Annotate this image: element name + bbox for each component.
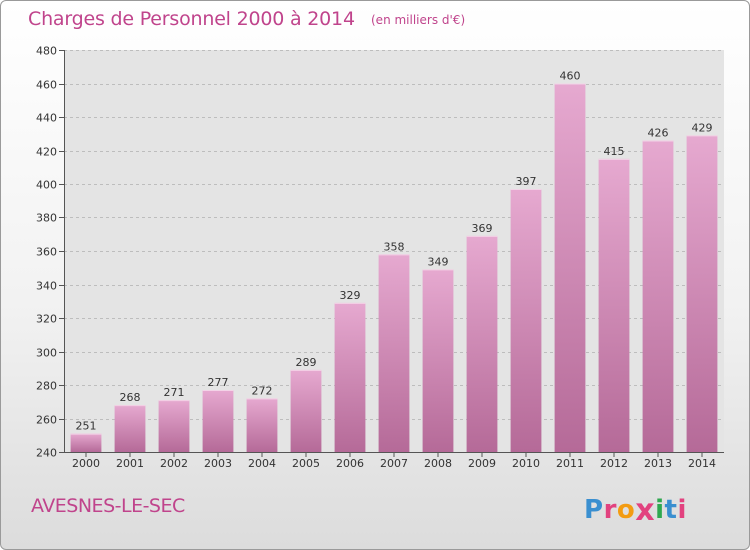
logo-letter: P <box>584 495 604 525</box>
data-label-2007: 358 <box>384 240 405 253</box>
bar-2004 <box>246 398 278 452</box>
y-tick-label: 340 <box>36 280 57 293</box>
data-label-2002: 271 <box>164 386 185 399</box>
y-tick-label: 380 <box>36 212 57 225</box>
x-tick-label-2000: 2000 <box>72 457 100 470</box>
bar-2012 <box>598 158 630 452</box>
bar-2011 <box>554 83 586 452</box>
y-tick-label: 460 <box>36 79 57 92</box>
x-tick-label-2001: 2001 <box>116 457 144 470</box>
bar-2013 <box>642 140 674 452</box>
bar-2009 <box>466 235 498 452</box>
y-tick-label: 240 <box>36 447 57 460</box>
x-tick-label-2014: 2014 <box>688 457 716 470</box>
y-tick-label: 440 <box>36 112 57 125</box>
data-label-2006: 329 <box>340 289 361 302</box>
x-tick-label-2007: 2007 <box>380 457 408 470</box>
bar-2001 <box>114 405 146 452</box>
data-label-2003: 277 <box>208 376 229 389</box>
y-tick-label: 480 <box>36 45 57 58</box>
city-name: AVESNES-LE-SEC <box>31 495 185 517</box>
bar-2010 <box>510 189 542 452</box>
data-label-2013: 426 <box>648 126 669 139</box>
y-tick-label: 360 <box>36 246 57 259</box>
x-tick-label-2009: 2009 <box>468 457 496 470</box>
bar-2002 <box>158 400 190 452</box>
x-tick-label-2008: 2008 <box>424 457 452 470</box>
y-tick-label: 300 <box>36 347 57 360</box>
y-tick-label: 320 <box>36 313 57 326</box>
y-tick-label: 400 <box>36 179 57 192</box>
bar-2005 <box>290 369 322 452</box>
data-label-2012: 415 <box>604 145 625 158</box>
logo-letter: t <box>664 495 678 525</box>
bar-2007 <box>378 254 410 452</box>
y-tick-label: 420 <box>36 146 57 159</box>
x-tick-label-2004: 2004 <box>248 457 276 470</box>
chart-unit-label: (en milliers d'€) <box>371 13 466 27</box>
x-tick-label-2011: 2011 <box>556 457 584 470</box>
y-tick-label: 260 <box>36 414 57 427</box>
chart-title: Charges de Personnel 2000 à 2014 <box>28 8 355 30</box>
x-tick-label-2006: 2006 <box>336 457 364 470</box>
logo-letter: i <box>677 495 687 525</box>
logo-letter: r <box>603 495 617 525</box>
logo-letter: i <box>655 495 665 525</box>
x-tick-label-2010: 2010 <box>512 457 540 470</box>
x-tick-label-2002: 2002 <box>160 457 188 470</box>
data-label-2011: 460 <box>560 70 581 83</box>
x-tick-label-2013: 2013 <box>644 457 672 470</box>
data-label-2009: 369 <box>472 222 493 235</box>
data-label-2000: 251 <box>76 420 97 433</box>
x-tick-label-2003: 2003 <box>204 457 232 470</box>
y-tick-label: 280 <box>36 380 57 393</box>
bar-2014 <box>686 135 718 453</box>
logo-letter: x <box>635 493 656 528</box>
data-label-2014: 429 <box>692 121 713 134</box>
data-label-2008: 349 <box>428 255 449 268</box>
x-tick-label-2005: 2005 <box>292 457 320 470</box>
bar-2003 <box>202 390 234 452</box>
data-label-2001: 268 <box>120 391 141 404</box>
bar-2008 <box>422 269 454 452</box>
proxiti-logo: Proxiti <box>584 491 687 528</box>
x-tick-label-2012: 2012 <box>600 457 628 470</box>
data-label-2004: 272 <box>252 384 273 397</box>
data-label-2005: 289 <box>296 356 317 369</box>
bar-2000 <box>70 433 102 452</box>
logo-letter: o <box>616 495 636 525</box>
data-label-2010: 397 <box>516 175 537 188</box>
bar-2006 <box>334 302 366 452</box>
